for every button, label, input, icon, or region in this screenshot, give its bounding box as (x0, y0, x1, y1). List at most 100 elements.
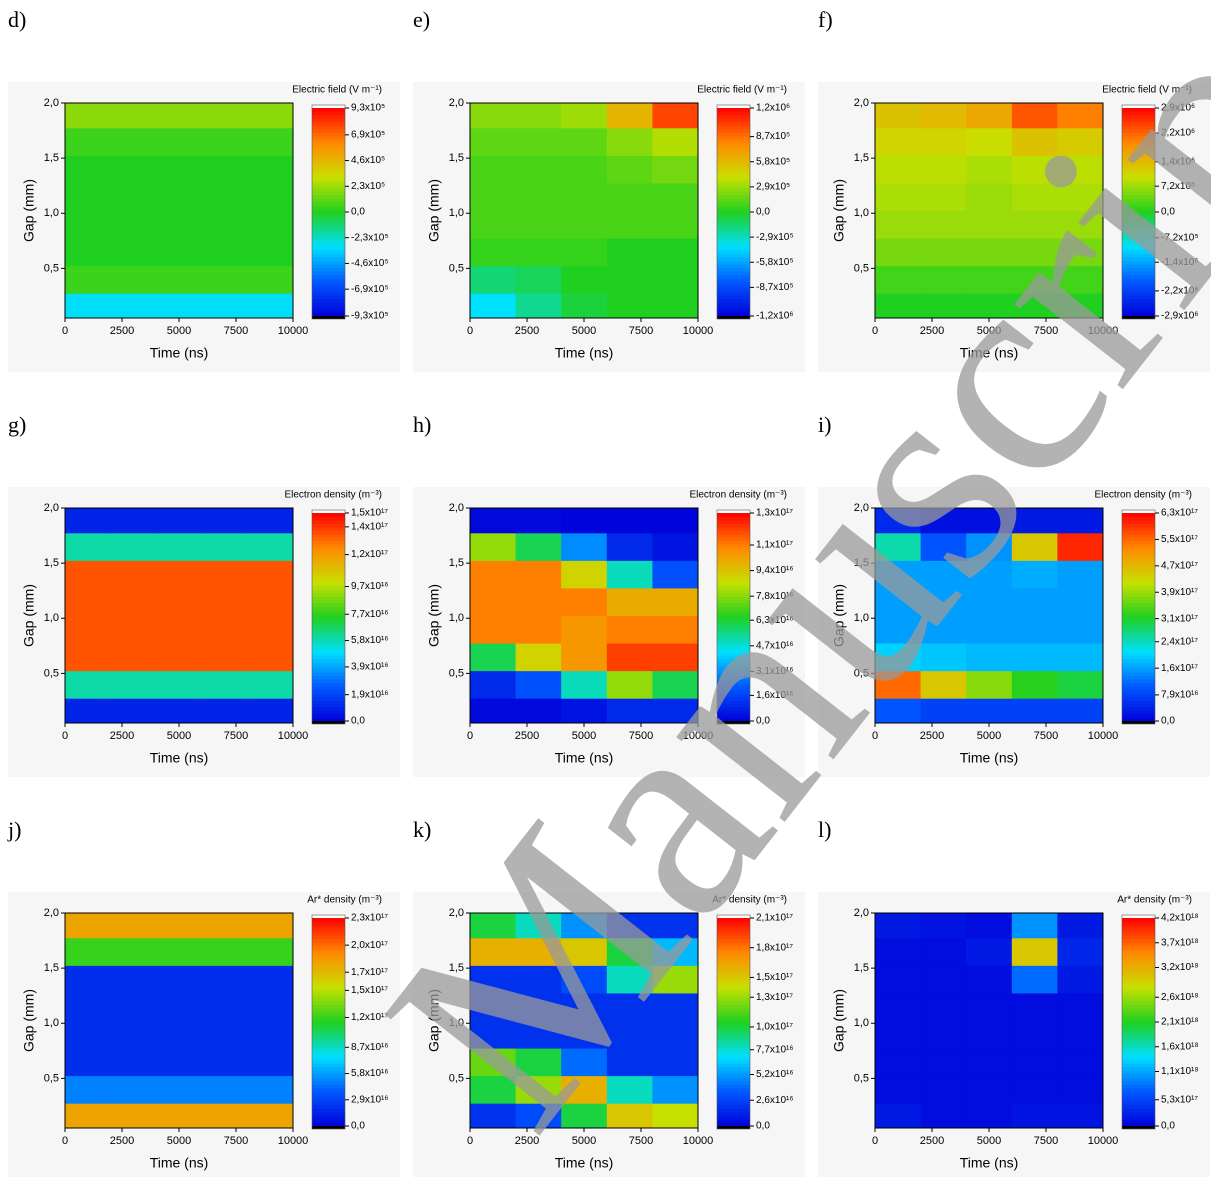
heatmap-cell (606, 293, 653, 318)
colorbar-segment (717, 284, 750, 289)
colorbar-tick-label: 4,7x10¹⁷ (1161, 560, 1198, 571)
colorbar-tick-label: -5,8x10⁵ (756, 257, 794, 268)
heatmap-cell (247, 103, 293, 129)
colorbar-segment (312, 634, 345, 639)
heatmap-cell (1011, 615, 1058, 644)
colorbar-tick-label: -2,9x10⁵ (756, 232, 794, 243)
heatmap-cell (156, 508, 203, 534)
colorbar-segment (312, 928, 345, 933)
colorbar-segment (717, 658, 750, 663)
heatmap-cell (247, 937, 293, 966)
colorbar-segment (717, 700, 750, 705)
colorbar-segment (717, 696, 750, 701)
colorbar-segment (312, 637, 345, 642)
colorbar-segment (717, 253, 750, 258)
heatmap-cell (65, 587, 112, 616)
x-tick-label: 0 (467, 730, 473, 742)
colorbar-tick-label: 1,6x10¹⁷ (1161, 663, 1198, 674)
colorbar-segment (717, 270, 750, 275)
colorbar-segment (312, 537, 345, 542)
heatmap-cell (201, 532, 248, 561)
heatmap-cell (65, 937, 112, 966)
heatmap-cell (515, 210, 562, 239)
colorbar-segment (717, 533, 750, 538)
heatmap-cell (65, 560, 112, 589)
colorbar-segment (312, 1022, 345, 1026)
heatmap-cell (470, 1103, 517, 1128)
colorbar-segment (1122, 201, 1155, 206)
heatmap-cell (920, 127, 967, 156)
colorbar-segment (1122, 617, 1155, 621)
heatmap-cell (247, 210, 293, 239)
heatmap-cell (470, 103, 517, 129)
colorbar-segment (717, 1101, 750, 1106)
heatmap-cell (110, 210, 157, 239)
heatmap-cell (561, 210, 608, 239)
colorbar-segment (312, 620, 345, 625)
heatmap-cell (875, 587, 922, 616)
y-tick-label: 0,5 (449, 1072, 464, 1084)
colorbar-segment (717, 623, 750, 628)
colorbar-segment (1122, 973, 1155, 978)
colorbar-segment (1122, 153, 1155, 157)
colorbar-tick-label: 5,3x10¹⁷ (1161, 1094, 1198, 1105)
colorbar-segment (1122, 672, 1155, 677)
colorbar-segment (312, 959, 345, 964)
heatmap-cell (470, 127, 517, 156)
heatmap-cell (561, 238, 608, 267)
colorbar-segment (312, 215, 345, 220)
y-tick-label: 2,0 (44, 907, 59, 919)
colorbar-segment (717, 1025, 750, 1030)
colorbar-segment (312, 693, 345, 698)
heatmap-cell (156, 210, 203, 239)
colorbar-segment (717, 312, 750, 317)
x-axis-title: Time (ns) (150, 1155, 209, 1171)
y-tick-label: 1,0 (854, 612, 869, 624)
colorbar-segment (312, 606, 345, 611)
colorbar-over (717, 105, 750, 108)
heatmap-cell (606, 670, 653, 699)
x-tick-label: 10000 (1088, 730, 1119, 742)
colorbar-segment (717, 250, 750, 254)
colorbar-segment (717, 689, 750, 694)
colorbar-segment (1122, 264, 1155, 268)
colorbar-segment (1122, 707, 1155, 711)
heatmap-cell (606, 1075, 653, 1104)
colorbar-segment (312, 1101, 345, 1106)
colorbar-title: Electron density (m⁻³) (1094, 490, 1192, 501)
heatmap-cell (201, 992, 248, 1021)
colorbar-segment (312, 187, 345, 192)
heatmap-cell (1057, 1103, 1103, 1128)
colorbar-segment (312, 990, 345, 995)
colorbar-segment (1122, 281, 1155, 286)
colorbar-under (717, 721, 750, 724)
heatmap-cell (110, 937, 157, 966)
heatmap-cell (966, 615, 1013, 644)
colorbar-segment (1122, 198, 1155, 202)
heatmap-cell (470, 182, 517, 211)
heatmap-cell (966, 182, 1013, 211)
y-tick-label: 1,5 (854, 152, 869, 164)
heatmap-cell (875, 698, 922, 723)
colorbar-segment (312, 166, 345, 171)
colorbar-segment (312, 554, 345, 559)
colorbar-tick-label: -7,2x10⁵ (1161, 232, 1199, 243)
colorbar-segment (1122, 1105, 1155, 1110)
heatmap-cell (875, 1020, 922, 1049)
heatmap-cell (966, 587, 1013, 616)
heatmap-cell (201, 182, 248, 211)
colorbar-segment (1122, 218, 1155, 223)
heatmap-cell (156, 1048, 203, 1077)
heatmap-cell (875, 265, 922, 294)
y-tick-label: 2,0 (854, 97, 869, 109)
heatmap-cell (652, 913, 698, 939)
colorbar-tick-label: 3,1x10¹⁷ (1161, 613, 1198, 624)
colorbar-segment (717, 229, 750, 234)
heatmap-cell (561, 265, 608, 294)
heatmap-cell (966, 210, 1013, 239)
colorbar-segment (717, 651, 750, 656)
x-axis-title: Time (ns) (555, 1155, 614, 1171)
heatmap-cell (875, 1075, 922, 1104)
colorbar-tick-label: -4,6x10⁵ (351, 258, 389, 269)
colorbar-tick-label: 4,6x10⁵ (351, 155, 385, 166)
